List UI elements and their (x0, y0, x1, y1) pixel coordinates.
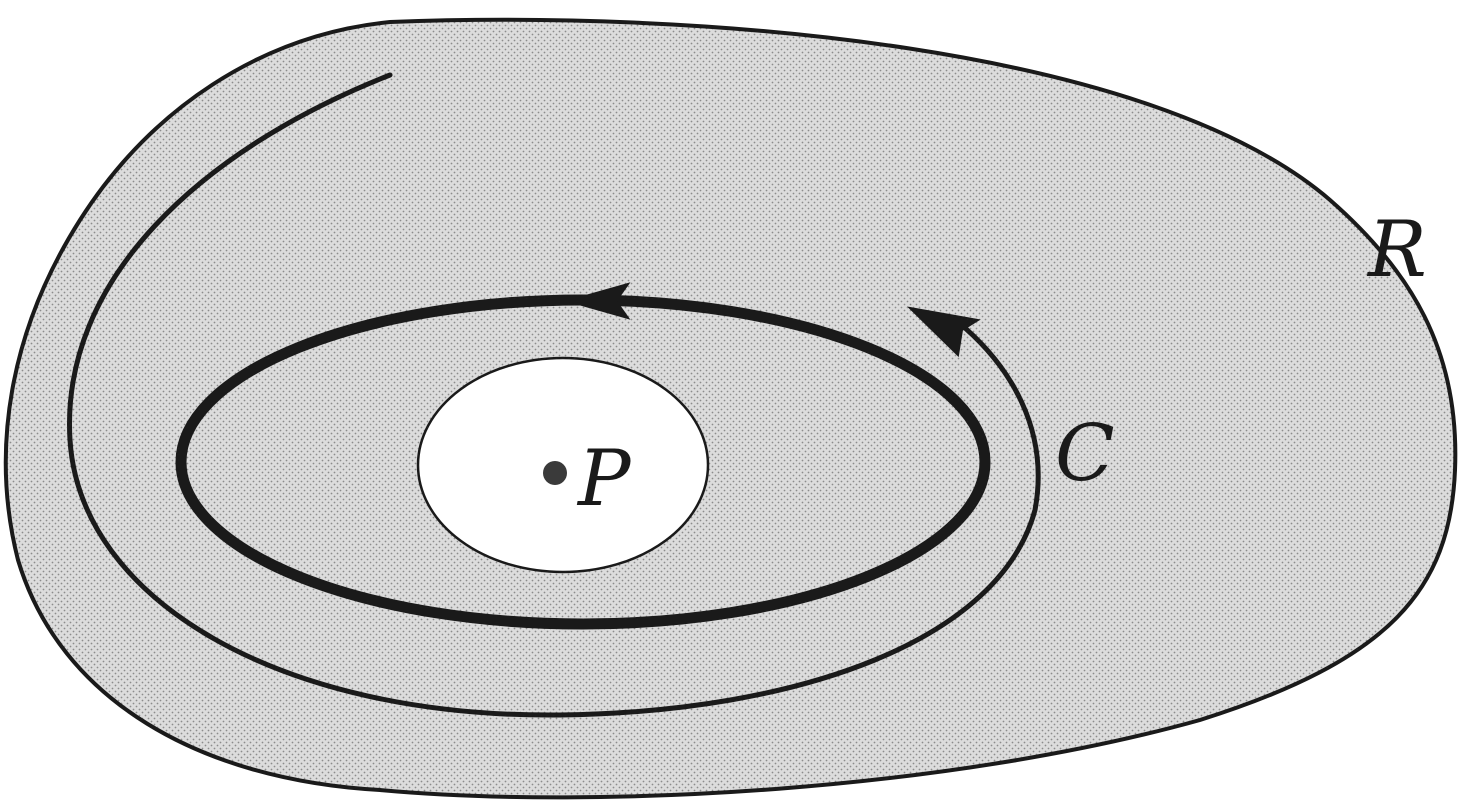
orbit-direction-arrow (564, 282, 631, 320)
trajectory-direction-arrow (906, 306, 981, 358)
region-r-label: R (1366, 205, 1427, 295)
spiral-trajectory (67, 72, 1041, 718)
point-p-label: P (576, 434, 632, 524)
region-r-boundary (3, 17, 1458, 800)
point-p-dot (543, 461, 567, 485)
cycle-c-label: C (1055, 409, 1115, 499)
